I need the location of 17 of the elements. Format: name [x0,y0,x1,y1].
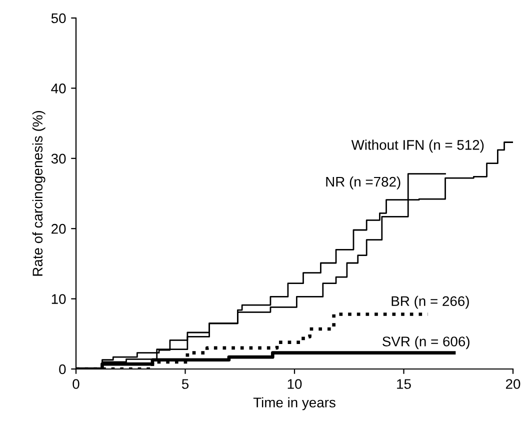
series-label: SVR (n = 606) [382,336,470,350]
y-tick-label: 40 [51,84,66,94]
y-tick-label: 10 [52,294,66,304]
series-label: Without IFN (n = 512) [351,140,484,153]
y-axis-title: Rate of carcinogenesis (%) [32,110,46,276]
x-tick-label: 5 [182,379,189,389]
x-tick-label: 0 [72,379,80,389]
x-axis-title: Time in years [253,397,336,410]
series-label: NR (n =782) [326,176,400,190]
x-tick-label: 20 [506,379,520,389]
y-tick-label: 50 [51,13,66,24]
y-tick-label: 20 [52,224,66,234]
x-tick-label: 15 [397,379,411,389]
y-tick-label: 30 [51,154,66,164]
x-tick-label: 10 [288,379,302,389]
series-label: BR (n = 266) [392,296,469,309]
y-tick-label: 0 [59,364,66,374]
